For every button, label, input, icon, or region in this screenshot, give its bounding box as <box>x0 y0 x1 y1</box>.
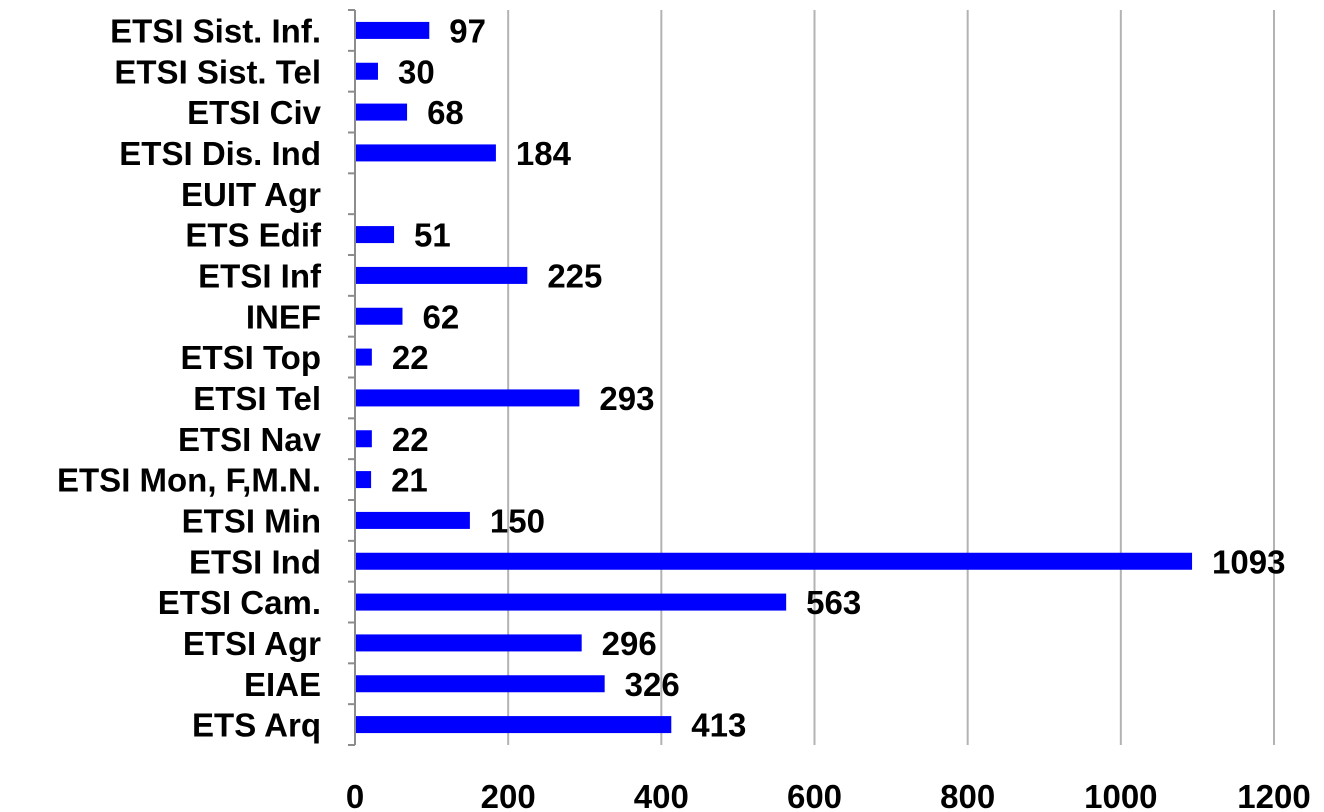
bar <box>355 266 528 284</box>
data-label: 22 <box>392 421 429 458</box>
x-tick-label: 1000 <box>1084 778 1157 812</box>
category-label: ETSI Ind <box>189 543 321 580</box>
data-label: 51 <box>414 217 451 254</box>
category-label: ETS Arq <box>192 707 321 744</box>
bar <box>355 226 395 244</box>
bar <box>355 634 582 652</box>
category-label: ETSI Sist. Tel <box>114 53 321 90</box>
data-label: 225 <box>547 257 602 294</box>
data-label: 22 <box>392 339 429 376</box>
data-label: 293 <box>599 380 654 417</box>
data-label: 21 <box>391 462 428 499</box>
x-tick-label: 1200 <box>1237 778 1310 812</box>
category-label: ETSI Top <box>180 339 321 376</box>
bars <box>355 21 1193 734</box>
data-label: 68 <box>427 94 464 131</box>
category-label: ETSI Agr <box>183 625 321 662</box>
x-tick-label: 800 <box>940 778 995 812</box>
category-label: ETSI Civ <box>187 94 322 131</box>
bar <box>355 511 470 529</box>
labels: 0 200 400 600 800 1000 1200 ETSI Sist. Inf. 97 ET… <box>57 12 1311 812</box>
category-label: ETSI Cam. <box>158 584 321 621</box>
data-label: 326 <box>625 666 680 703</box>
category-label: ETS Edif <box>185 217 322 254</box>
data-label: 30 <box>398 53 435 90</box>
bar <box>355 593 787 611</box>
bar <box>355 471 372 489</box>
data-label: 97 <box>449 12 486 49</box>
bar <box>355 144 496 162</box>
category-label: ETSI Tel <box>193 380 321 417</box>
data-label: 296 <box>602 625 657 662</box>
x-tick-label: 0 <box>346 778 364 812</box>
bar <box>355 348 372 366</box>
data-label: 184 <box>516 135 572 172</box>
axes <box>348 9 356 746</box>
category-label: ETSI Inf <box>198 257 322 294</box>
bar <box>355 307 403 325</box>
bar <box>355 430 372 448</box>
bar <box>355 21 430 39</box>
category-label: ETSI Mon, F,M.N. <box>57 462 321 499</box>
data-label: 413 <box>691 707 746 744</box>
x-tick-label: 200 <box>481 778 536 812</box>
data-label: 62 <box>422 298 459 335</box>
category-label: EUIT Agr <box>181 176 321 213</box>
category-label: ETSI Dis. Ind <box>119 135 321 172</box>
bar <box>355 675 605 693</box>
data-label: 1093 <box>1212 543 1285 580</box>
data-label: 150 <box>490 502 545 539</box>
bar <box>355 389 580 407</box>
x-tick-label: 600 <box>787 778 842 812</box>
bar <box>355 716 672 734</box>
category-label: EIAE <box>244 666 321 703</box>
data-label: 563 <box>806 584 861 621</box>
category-label: ETSI Nav <box>178 421 322 458</box>
bar <box>355 62 378 80</box>
bar <box>355 103 408 121</box>
gridlines <box>507 10 1275 745</box>
bar <box>355 552 1193 570</box>
x-tick-label: 400 <box>634 778 689 812</box>
category-label: ETSI Sist. Inf. <box>110 12 321 49</box>
category-label: ETSI Min <box>182 502 321 539</box>
category-label: INEF <box>246 298 321 335</box>
